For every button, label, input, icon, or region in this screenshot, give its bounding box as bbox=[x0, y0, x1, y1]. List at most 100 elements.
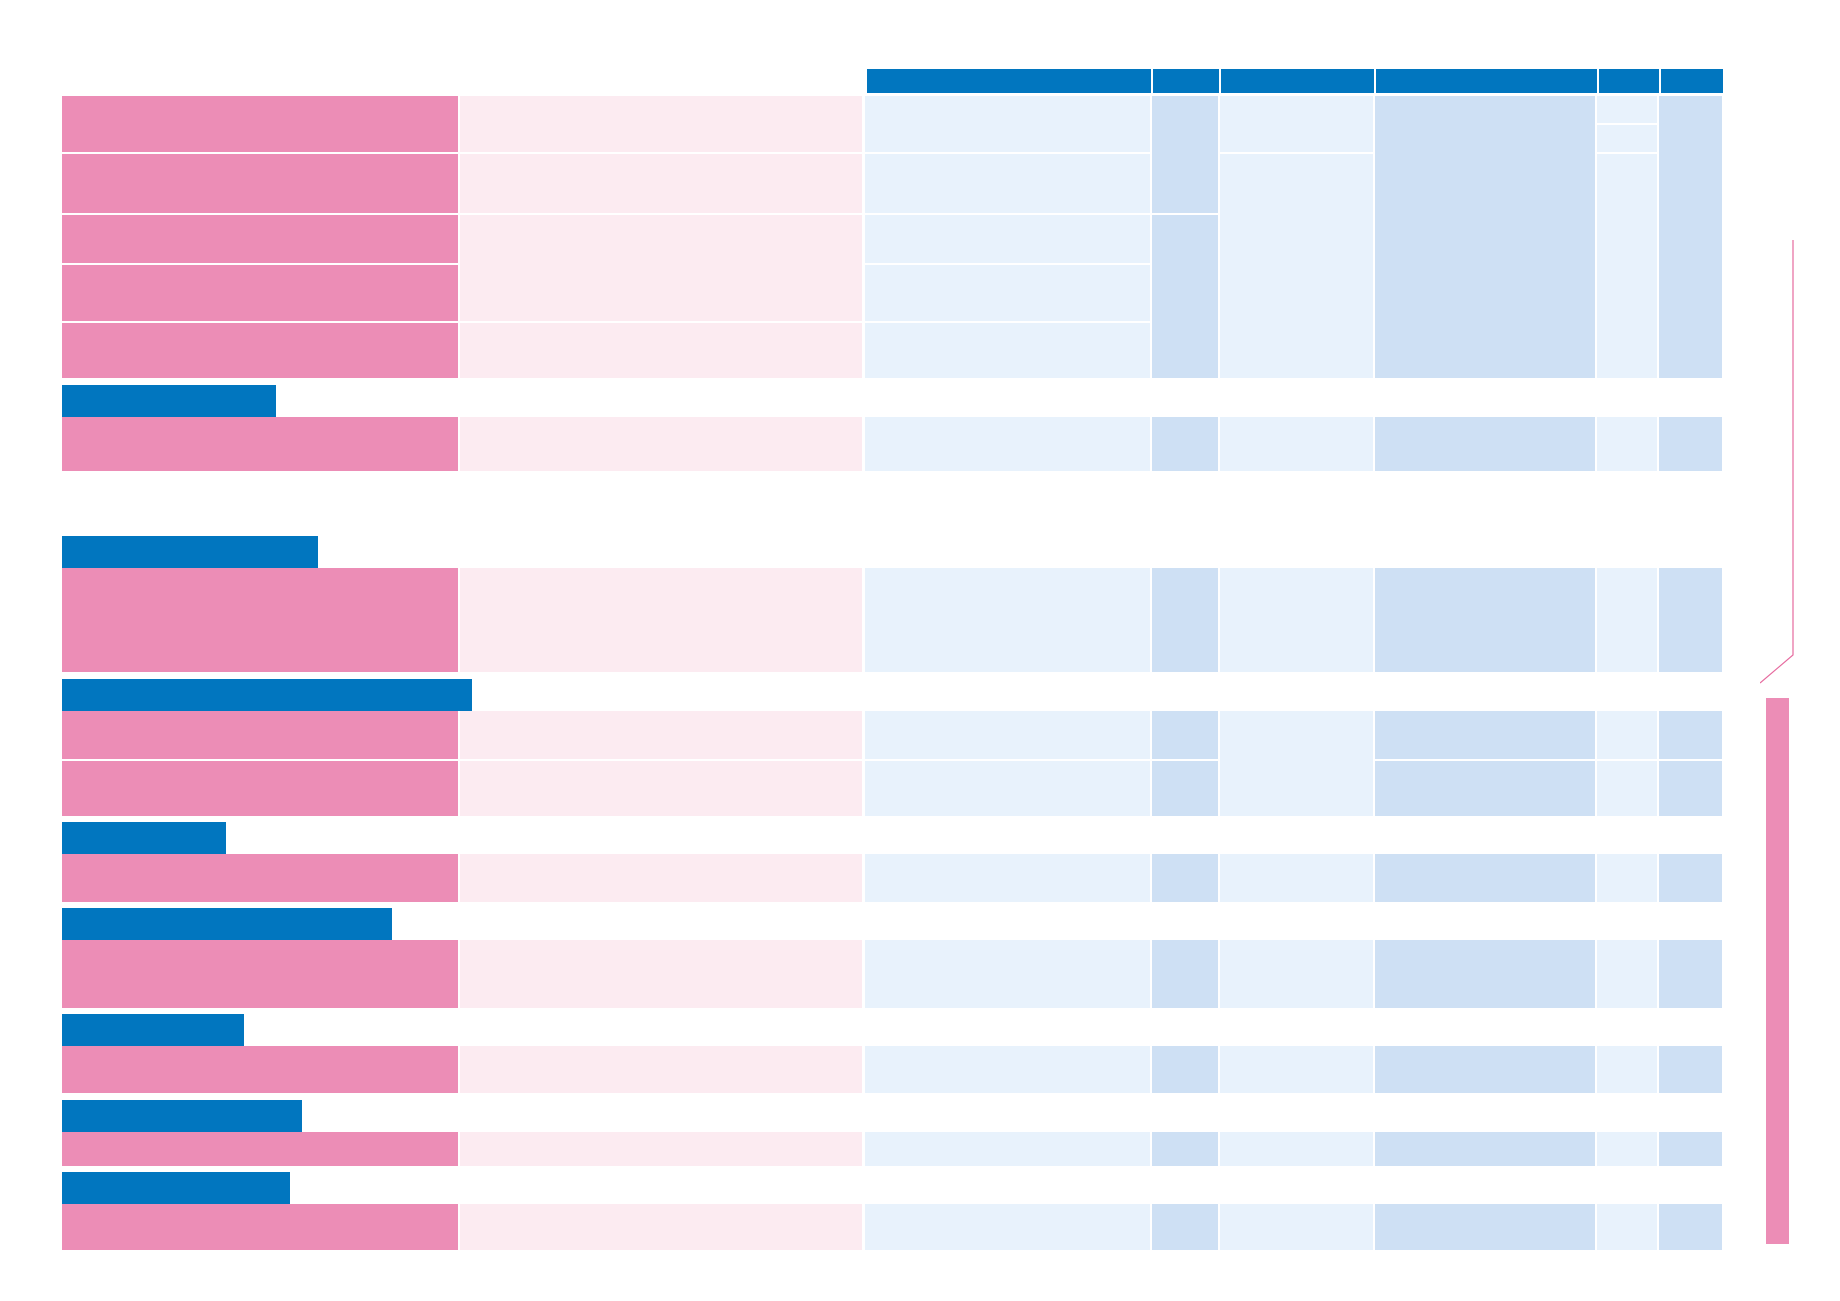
column-header-5 bbox=[1221, 69, 1374, 93]
value-cell bbox=[865, 215, 1150, 263]
section-header bbox=[62, 1100, 302, 1132]
value-cell bbox=[1597, 417, 1657, 471]
column-header-4 bbox=[1153, 69, 1219, 93]
row-description bbox=[460, 854, 862, 902]
row-label bbox=[62, 265, 458, 321]
value-cell bbox=[1152, 215, 1218, 378]
row-label bbox=[62, 1046, 458, 1093]
side-note-bar bbox=[1766, 698, 1789, 1244]
value-cell bbox=[865, 154, 1150, 213]
row-label bbox=[62, 568, 458, 672]
row-description bbox=[460, 1132, 862, 1166]
value-cell bbox=[1597, 125, 1657, 152]
section-header bbox=[62, 1172, 290, 1204]
value-cell bbox=[1152, 1204, 1218, 1250]
value-cell bbox=[865, 1132, 1150, 1166]
value-cell bbox=[1375, 1132, 1595, 1166]
value-cell bbox=[1659, 761, 1722, 816]
row-description bbox=[460, 96, 862, 152]
value-cell bbox=[1152, 1132, 1218, 1166]
row-label bbox=[62, 854, 458, 902]
value-cell bbox=[1152, 761, 1218, 816]
value-cell bbox=[1152, 96, 1218, 213]
row-label bbox=[62, 1204, 458, 1250]
section-header bbox=[62, 679, 472, 711]
value-cell bbox=[1597, 940, 1657, 1008]
value-cell bbox=[1152, 1046, 1218, 1093]
value-cell bbox=[1659, 854, 1722, 902]
section-header bbox=[62, 536, 318, 568]
value-cell bbox=[865, 265, 1150, 321]
row-description bbox=[460, 761, 862, 816]
row-label bbox=[62, 1132, 458, 1166]
row-description bbox=[460, 568, 862, 672]
value-cell bbox=[1220, 711, 1373, 816]
column-header-8 bbox=[1661, 69, 1723, 93]
value-cell bbox=[1597, 96, 1657, 123]
value-cell bbox=[1220, 940, 1373, 1008]
value-cell bbox=[1659, 96, 1722, 378]
section-header bbox=[62, 1014, 244, 1046]
column-header-3 bbox=[867, 69, 1151, 93]
value-cell bbox=[865, 417, 1150, 471]
row-description bbox=[460, 215, 862, 321]
value-cell bbox=[1659, 711, 1722, 759]
value-cell bbox=[865, 940, 1150, 1008]
value-cell bbox=[865, 1046, 1150, 1093]
value-cell bbox=[1220, 1046, 1373, 1093]
value-cell bbox=[1152, 711, 1218, 759]
column-header-7 bbox=[1599, 69, 1659, 93]
row-label bbox=[62, 940, 458, 1008]
row-description bbox=[460, 711, 862, 759]
value-cell bbox=[1597, 1204, 1657, 1250]
row-description bbox=[460, 1046, 862, 1093]
value-cell bbox=[1659, 1046, 1722, 1093]
row-label bbox=[62, 417, 458, 471]
value-cell bbox=[865, 1204, 1150, 1250]
value-cell bbox=[1375, 940, 1595, 1008]
value-cell bbox=[1220, 154, 1373, 378]
value-cell bbox=[1597, 1132, 1657, 1166]
value-cell bbox=[1659, 1132, 1722, 1166]
row-label bbox=[62, 761, 458, 816]
value-cell bbox=[1597, 154, 1657, 378]
value-cell bbox=[1152, 940, 1218, 1008]
row-description bbox=[460, 417, 862, 471]
value-cell bbox=[1375, 711, 1595, 759]
value-cell bbox=[865, 568, 1150, 672]
value-cell bbox=[1375, 1204, 1595, 1250]
value-cell bbox=[1152, 854, 1218, 902]
value-cell bbox=[1375, 96, 1595, 378]
value-cell bbox=[1220, 568, 1373, 672]
value-cell bbox=[865, 761, 1150, 816]
value-cell bbox=[1152, 568, 1218, 672]
value-cell bbox=[1375, 761, 1595, 816]
row-description bbox=[460, 1204, 862, 1250]
value-cell bbox=[1152, 417, 1218, 471]
column-header-6 bbox=[1376, 69, 1597, 93]
value-cell bbox=[1659, 417, 1722, 471]
value-cell bbox=[1220, 1204, 1373, 1250]
row-description bbox=[460, 940, 862, 1008]
value-cell bbox=[1597, 568, 1657, 672]
section-header bbox=[62, 908, 392, 940]
value-cell bbox=[1220, 1132, 1373, 1166]
value-cell bbox=[865, 854, 1150, 902]
value-cell bbox=[1220, 854, 1373, 902]
value-cell bbox=[1375, 1046, 1595, 1093]
row-description bbox=[460, 323, 862, 378]
row-label bbox=[62, 711, 458, 759]
value-cell bbox=[1659, 940, 1722, 1008]
value-cell bbox=[1597, 1046, 1657, 1093]
value-cell bbox=[1375, 854, 1595, 902]
bracket-icon bbox=[1760, 240, 1794, 684]
row-label bbox=[62, 96, 458, 152]
value-cell bbox=[1375, 568, 1595, 672]
value-cell bbox=[865, 323, 1150, 378]
section-header bbox=[62, 822, 226, 854]
value-cell bbox=[1597, 761, 1657, 816]
value-cell bbox=[865, 96, 1150, 152]
value-cell bbox=[1375, 417, 1595, 471]
row-label bbox=[62, 154, 458, 213]
